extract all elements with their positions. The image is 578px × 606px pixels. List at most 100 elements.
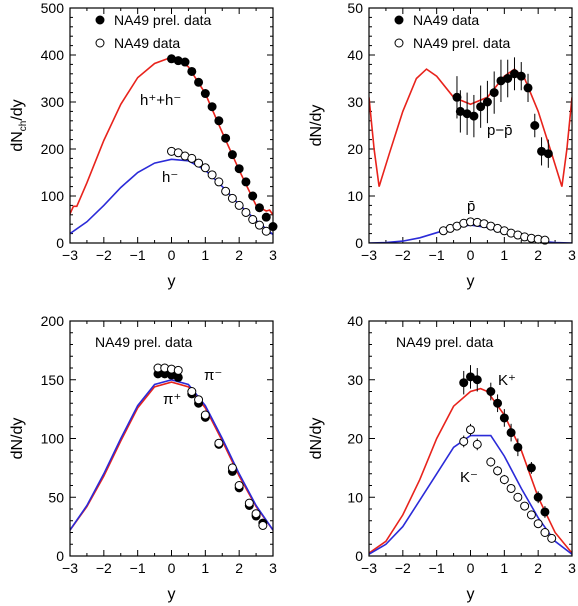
x-tick-label: 3: [568, 560, 576, 576]
series-annotation: p−p̄: [487, 122, 512, 139]
y-tick-label: 500: [41, 0, 65, 16]
x-tick-label: 2: [235, 560, 243, 576]
data-point: [261, 212, 271, 222]
data-point: [513, 442, 523, 452]
series-annotation: h⁻: [162, 169, 178, 186]
y-tick-label: 50: [347, 0, 363, 16]
data-point: [493, 466, 503, 476]
y-tick-label: 400: [41, 47, 65, 63]
data-point: [489, 88, 499, 98]
data-point: [194, 77, 204, 87]
data-point: [180, 57, 190, 67]
x-tick-label: −3: [361, 560, 377, 576]
data-point: [244, 498, 254, 508]
data-point: [469, 111, 479, 121]
x-tick-label: 2: [235, 247, 243, 263]
plot-frame: [69, 320, 274, 557]
series-annotation: h⁺+h⁻: [140, 92, 181, 109]
data-point: [530, 121, 540, 130]
y-axis-label: dN/dy: [9, 418, 26, 460]
data-point: [200, 89, 210, 99]
x-tick-label: 0: [168, 247, 176, 263]
series-line: [70, 381, 273, 531]
data-point: [187, 66, 197, 76]
y-tick-label: 200: [41, 141, 65, 157]
x-axis-label: y: [467, 273, 475, 290]
series-annotation: π⁺: [163, 391, 181, 408]
data-point: [526, 463, 536, 473]
x-tick-label: −3: [62, 247, 78, 263]
data-point: [523, 83, 533, 93]
data-point: [499, 475, 509, 485]
y-tick-label: 150: [41, 372, 65, 388]
chart-panel-3: −3 −2 −1 0 1 2 3 0 50 100 150 200 y dN/dy NA49 prel. d…: [9, 313, 277, 603]
y-tick-label: 0: [355, 235, 363, 251]
x-tick-label: −2: [96, 247, 112, 263]
data-point: [187, 153, 197, 163]
data-point: [241, 177, 251, 187]
x-tick-label: 3: [269, 247, 277, 263]
legend-entry: NA49 data: [413, 12, 479, 28]
data-point: [452, 92, 462, 102]
data-point: [234, 481, 244, 490]
legend-marker: [394, 15, 404, 25]
data-point: [258, 520, 268, 530]
data-point: [227, 150, 237, 160]
data-point: [516, 71, 526, 81]
y-tick-label: 10: [347, 188, 363, 204]
data-point: [486, 457, 496, 467]
data-point: [526, 510, 536, 520]
x-tick-label: −2: [96, 560, 112, 576]
data-point: [227, 463, 237, 473]
data-point: [207, 102, 217, 112]
series-line: [369, 68, 572, 187]
panel-title: NA49 prel. data: [95, 334, 192, 350]
y-tick-label: 100: [41, 431, 65, 447]
x-tick-label: −1: [130, 247, 146, 263]
x-tick-label: 3: [568, 247, 576, 263]
x-tick-label: 3: [269, 560, 277, 576]
data-point: [173, 365, 183, 375]
data-point: [540, 528, 550, 537]
data-point: [493, 398, 503, 408]
data-point: [234, 164, 244, 174]
plot-frame: [368, 320, 573, 557]
x-axis-label: y: [467, 586, 475, 603]
x-tick-label: 2: [534, 247, 542, 263]
data-point: [254, 203, 264, 213]
data-point: [221, 133, 231, 143]
data-point: [194, 395, 204, 405]
y-axis-label: dN/dy: [308, 418, 325, 460]
plot-frame: [368, 7, 573, 244]
legend-marker: [394, 38, 404, 48]
x-tick-label: −1: [429, 560, 445, 576]
y-tick-label: 0: [56, 548, 64, 564]
y-axis-label: dN/dy: [308, 105, 325, 147]
data-point: [520, 501, 530, 511]
x-tick-label: −1: [429, 247, 445, 263]
data-point: [207, 170, 217, 180]
data-point: [200, 163, 210, 173]
legend-entry: NA49 prel. data: [114, 12, 211, 28]
series-annotation: π⁻: [204, 367, 222, 384]
series-annotation: p̄: [467, 198, 475, 215]
data-point: [472, 375, 482, 385]
x-tick-label: 0: [467, 247, 475, 263]
data-point: [499, 413, 509, 423]
y-tick-label: 0: [56, 235, 64, 251]
x-tick-label: −3: [361, 247, 377, 263]
data-point: [214, 116, 224, 126]
legend-marker: [95, 15, 105, 25]
plot-frame: [69, 7, 274, 244]
series-annotation: K⁻: [460, 469, 478, 486]
data-point: [214, 177, 224, 187]
y-tick-label: 0: [355, 548, 363, 564]
x-tick-label: 2: [534, 560, 542, 576]
data-point: [241, 207, 251, 217]
data-point: [251, 509, 261, 519]
data-point: [540, 235, 550, 245]
data-point: [221, 186, 231, 196]
x-tick-label: 0: [168, 560, 176, 576]
